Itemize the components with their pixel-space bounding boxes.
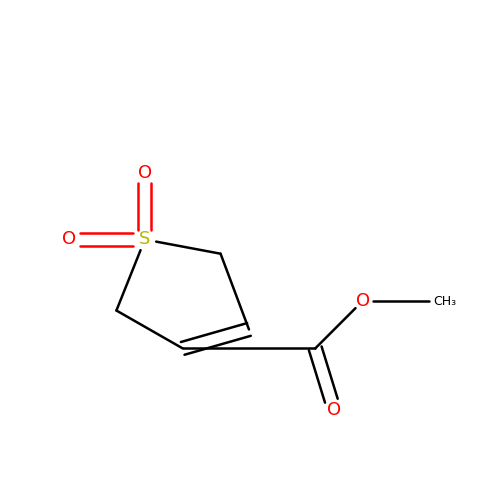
- Text: O: O: [62, 230, 76, 249]
- Text: S: S: [139, 230, 150, 249]
- Text: O: O: [327, 401, 341, 419]
- Text: O: O: [138, 164, 152, 182]
- Text: O: O: [355, 292, 370, 310]
- Text: CH₃: CH₃: [433, 295, 457, 308]
